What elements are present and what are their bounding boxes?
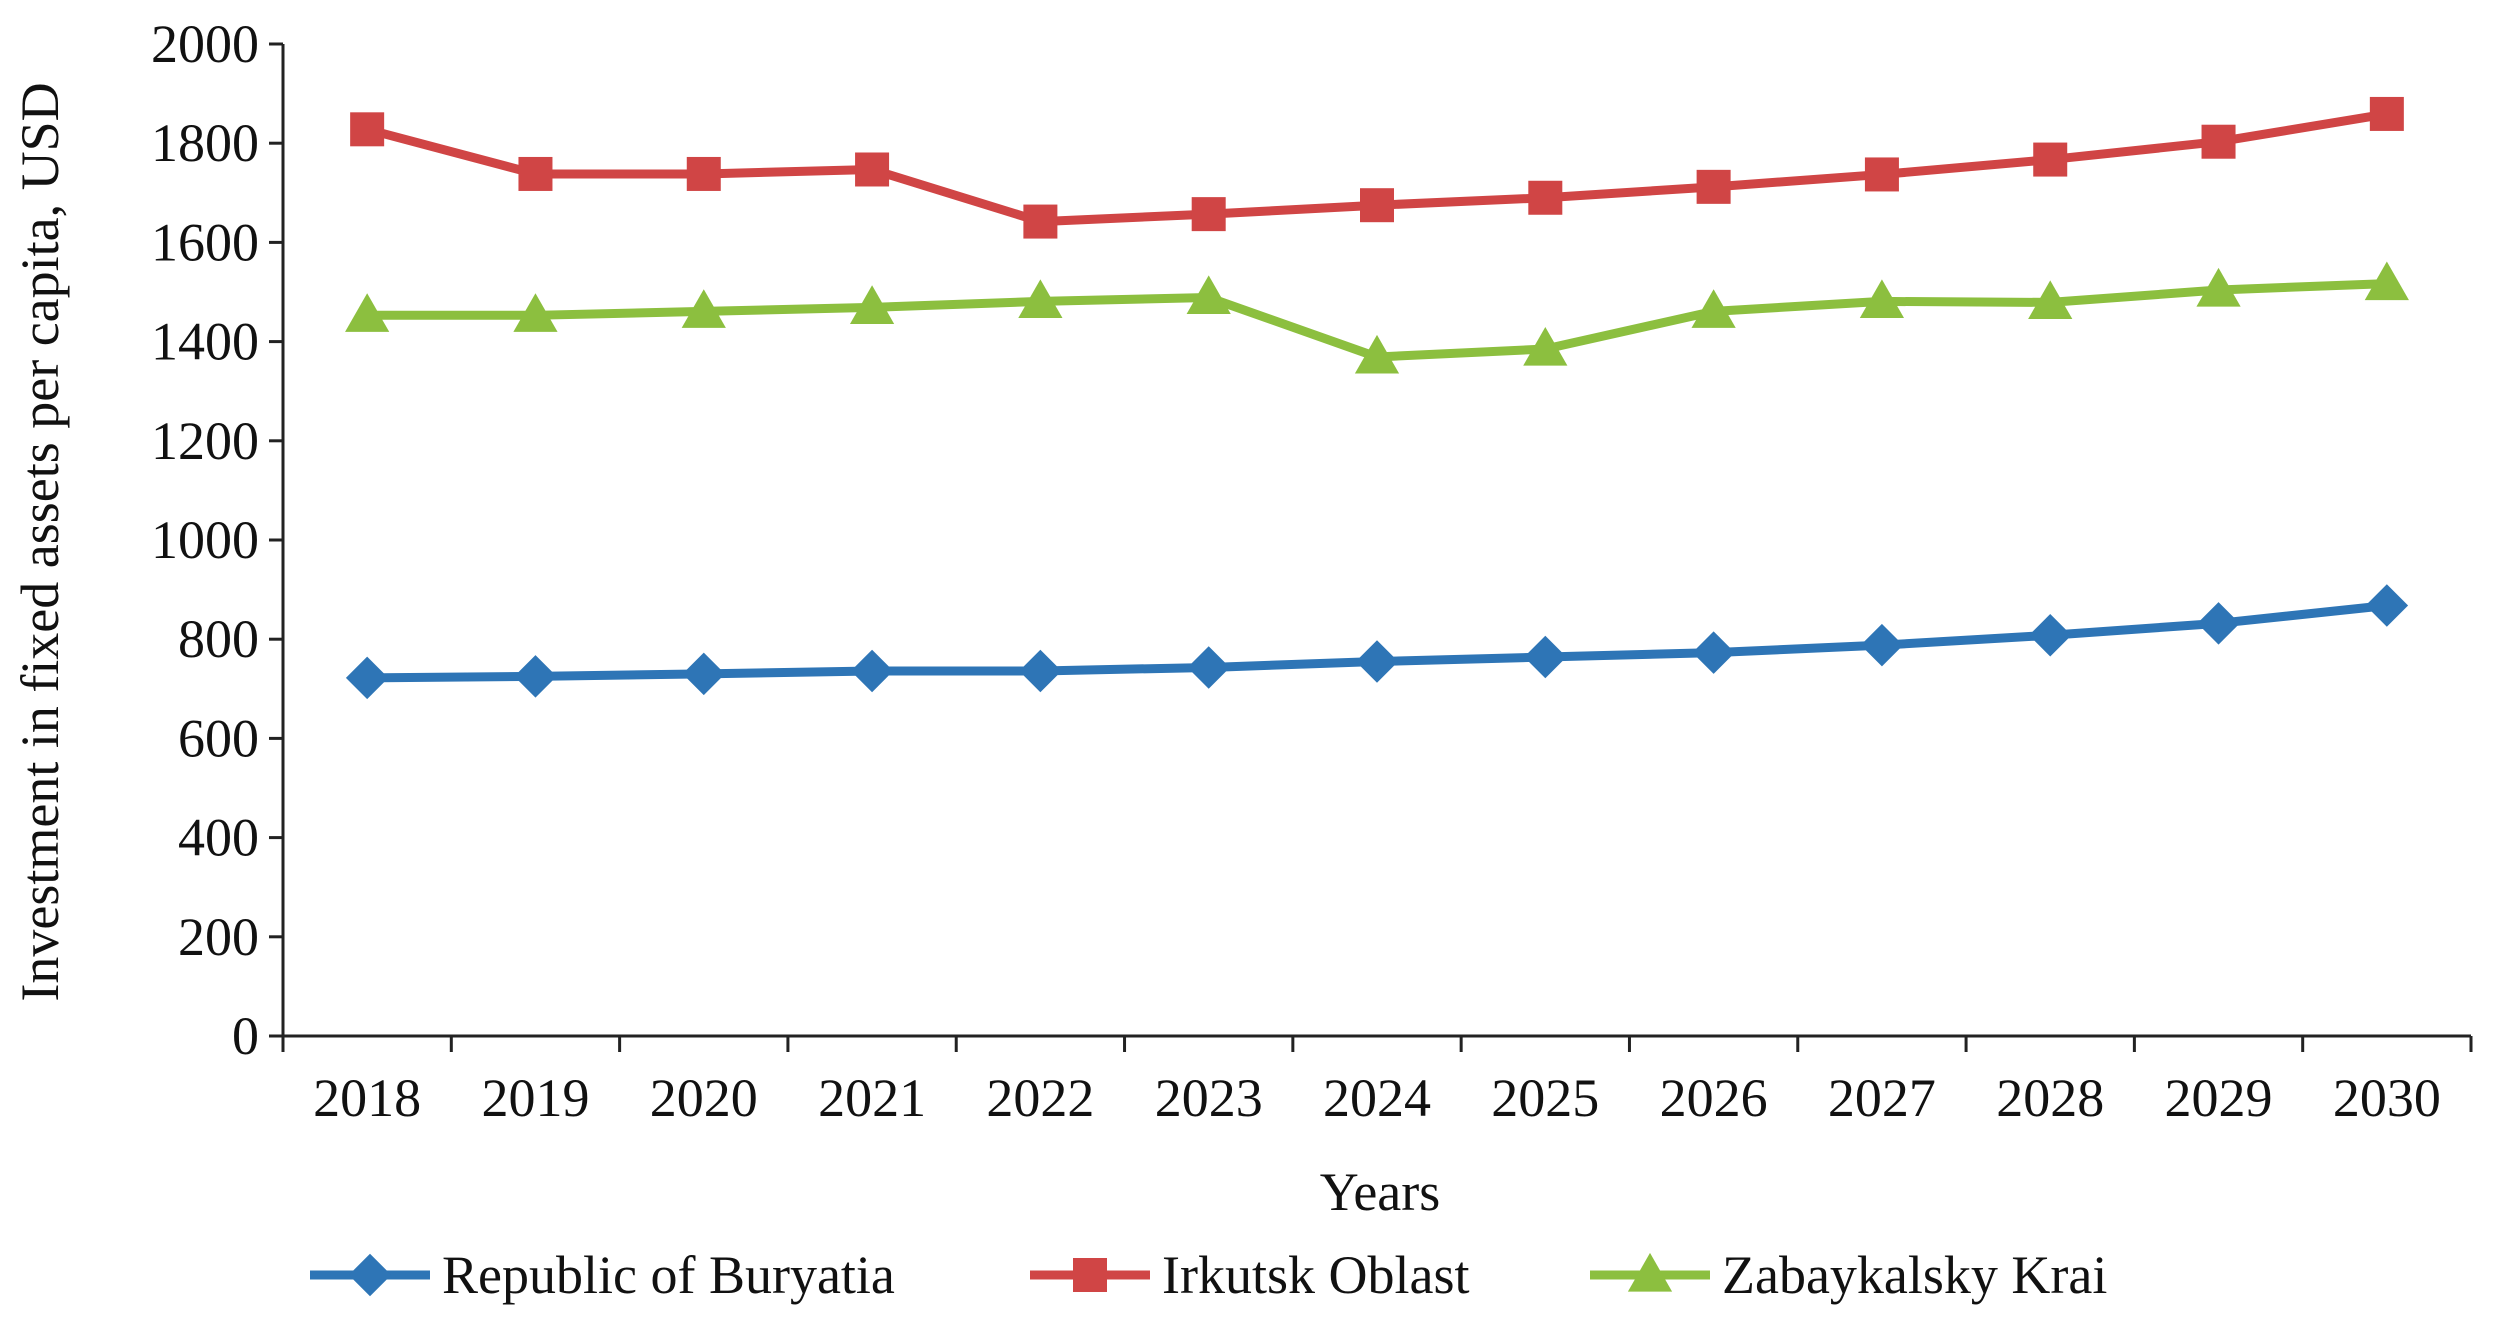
- x-tick-label: 2028: [1996, 1068, 2104, 1128]
- x-tick-label: 2018: [313, 1068, 421, 1128]
- x-tick-label: 2019: [481, 1068, 589, 1128]
- data-point: [1186, 275, 1231, 315]
- data-point: [1018, 279, 1063, 318]
- data-point: [2197, 602, 2240, 645]
- x-tick-label: 2030: [2333, 1068, 2441, 1128]
- legend-label: Zabaykalsky Krai: [1722, 1245, 2107, 1305]
- y-tick-label: 600: [178, 708, 259, 768]
- x-tick-label: 2027: [1828, 1068, 1936, 1128]
- y-tick-label: 1200: [151, 411, 259, 471]
- x-tick-label: 2025: [1491, 1068, 1599, 1128]
- series-republic-of-buryatia: [345, 584, 2409, 700]
- x-tick-label: 2029: [2165, 1068, 2273, 1128]
- y-tick-label: 200: [178, 907, 259, 967]
- data-point: [518, 156, 553, 191]
- data-point: [513, 293, 558, 332]
- data-point: [1692, 631, 1735, 674]
- legend-marker: [1073, 1258, 1107, 1292]
- y-tick-label: 1400: [151, 312, 259, 372]
- data-point: [2364, 261, 2409, 301]
- x-axis-ticks: 2018 2019 2020 2021 2022 2023 2024 2025 2026 2027…: [281, 1036, 2473, 1128]
- data-point: [1187, 646, 1230, 689]
- data-point: [1528, 180, 1563, 215]
- legend: Republic of Buryatia Irkutsk Oblast Zabayk…: [310, 1245, 2107, 1305]
- data-point: [1023, 204, 1058, 239]
- data-point: [1523, 326, 1568, 366]
- y-tick-label: 2000: [151, 14, 259, 74]
- legend-marker: [1627, 1252, 1673, 1292]
- data-point: [1864, 157, 1899, 192]
- data-point: [2369, 96, 2404, 131]
- data-point: [1354, 334, 1400, 374]
- legend-item: Irkutsk Oblast: [1030, 1245, 1469, 1305]
- data-point: [2028, 613, 2072, 657]
- y-tick-label: 1600: [151, 212, 259, 272]
- legend-label: Republic of Buryatia: [442, 1245, 895, 1305]
- legend-marker: [348, 1253, 392, 1297]
- data-point: [850, 649, 894, 693]
- data-point: [681, 289, 726, 328]
- data-point: [1860, 623, 1904, 667]
- data-point: [1859, 279, 1905, 318]
- data-point: [2201, 124, 2236, 159]
- data-point: [1355, 640, 1399, 683]
- data-point: [2033, 142, 2068, 177]
- data-point: [345, 656, 389, 700]
- legend-item: Zabaykalsky Krai: [1590, 1245, 2107, 1305]
- x-tick-label: 2022: [986, 1068, 1094, 1128]
- data-point: [1191, 197, 1226, 232]
- legend-label: Irkutsk Oblast: [1162, 1245, 1469, 1305]
- y-axis-ticks: 0 200 400 600 800 1000 1200 1400 1600 1800 2000: [151, 14, 283, 1066]
- data-point: [1360, 188, 1394, 223]
- data-point: [1524, 635, 1567, 679]
- data-point: [855, 152, 890, 187]
- data-point: [2365, 584, 2409, 627]
- data-point: [345, 293, 390, 332]
- y-axis-title: Investment in fixed assets per capita, U…: [10, 82, 70, 1001]
- x-tick-label: 2023: [1155, 1068, 1263, 1128]
- data-point: [682, 652, 726, 696]
- series-layer: [345, 96, 2409, 700]
- y-tick-label: 1800: [151, 113, 259, 173]
- data-point: [1696, 169, 1731, 204]
- y-tick-label: 800: [178, 609, 259, 669]
- y-tick-label: 0: [232, 1006, 259, 1066]
- data-point: [514, 655, 557, 698]
- series-irkutsk-oblast: [350, 96, 2404, 239]
- data-point: [849, 285, 895, 324]
- y-tick-label: 400: [178, 808, 259, 868]
- x-tick-label: 2020: [650, 1068, 758, 1128]
- data-point: [1691, 289, 1736, 328]
- x-tick-label: 2026: [1660, 1068, 1768, 1128]
- legend-item: Republic of Buryatia: [310, 1245, 895, 1305]
- y-tick-label: 1000: [151, 510, 259, 570]
- data-point: [2028, 280, 2073, 319]
- series-zabaykalsky-krai: [345, 261, 2409, 374]
- x-axis-title: Years: [1320, 1162, 1441, 1222]
- data-point: [350, 112, 385, 147]
- data-point: [1019, 649, 1062, 693]
- x-tick-label: 2024: [1323, 1068, 1431, 1128]
- x-tick-label: 2021: [818, 1068, 926, 1128]
- data-point: [2196, 267, 2241, 307]
- data-point: [686, 156, 721, 191]
